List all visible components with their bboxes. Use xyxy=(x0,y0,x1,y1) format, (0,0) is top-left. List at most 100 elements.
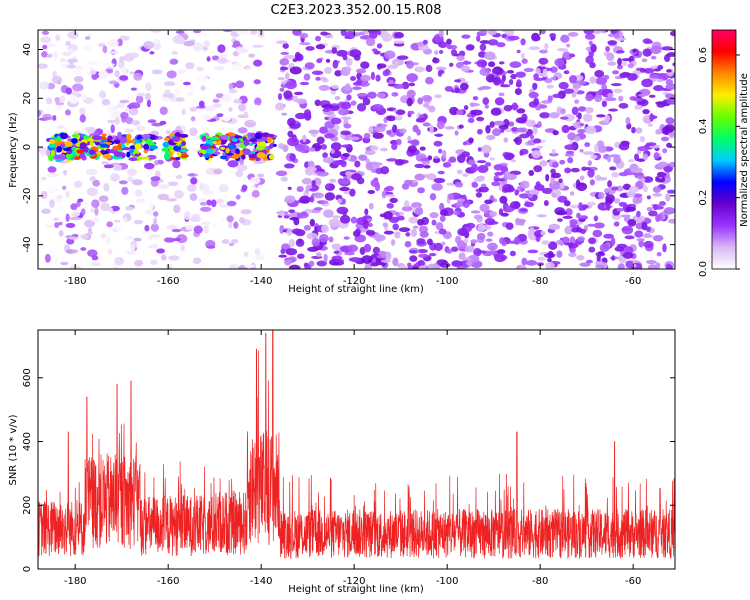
heatmap-cell xyxy=(181,108,186,116)
heatmap-cell xyxy=(360,61,370,69)
heatmap-cell xyxy=(275,40,288,45)
heatmap-cell xyxy=(511,102,518,111)
heatmap-cell-band xyxy=(168,143,173,151)
heatmap-cell xyxy=(199,201,208,206)
heatmap-cell xyxy=(54,96,60,104)
heatmap-cell xyxy=(482,97,490,106)
heatmap-cell xyxy=(427,155,433,160)
heatmap-cell xyxy=(304,62,315,70)
heatmap-cell xyxy=(368,31,378,40)
heatmap-cell xyxy=(216,57,228,64)
heatmap-cell xyxy=(499,237,505,245)
heatmap-cell xyxy=(289,66,302,75)
heatmap-cell xyxy=(41,30,50,35)
heatmap-cell xyxy=(189,193,198,201)
heatmap-cell xyxy=(585,259,594,264)
heatmap-cell xyxy=(463,60,469,65)
heatmap-cell xyxy=(384,68,391,76)
heatmap-cell xyxy=(128,108,139,116)
heatmap-cell xyxy=(239,216,245,224)
heatmap-cell xyxy=(557,218,563,222)
heatmap-cell xyxy=(289,153,296,162)
heatmap-cell xyxy=(646,207,653,212)
heatmap-cell xyxy=(614,246,625,252)
heatmap-cell-band xyxy=(134,143,142,150)
heatmap-cell xyxy=(345,171,353,177)
heatmap-cell xyxy=(235,170,244,178)
heatmap-cell xyxy=(319,126,328,134)
heatmap-cell xyxy=(607,33,615,38)
heatmap-cell xyxy=(393,84,405,89)
heatmap-cell xyxy=(504,30,515,37)
heatmap-cell-band xyxy=(54,154,65,160)
heatmap-cell xyxy=(469,102,476,108)
heatmap-cell xyxy=(39,81,49,90)
heatmap-cell xyxy=(666,189,675,194)
heatmap-cell xyxy=(540,230,546,236)
heatmap-cell xyxy=(330,117,342,125)
heatmap-cell xyxy=(325,58,331,63)
heatmap-cell xyxy=(607,155,612,163)
heatmap-cell xyxy=(322,108,331,112)
heatmap-cell xyxy=(462,141,467,146)
heatmap-cell xyxy=(71,90,79,97)
heatmap-cell xyxy=(382,222,389,228)
heatmap-cell xyxy=(535,68,541,75)
heatmap-cell xyxy=(605,202,611,211)
heatmap-cell xyxy=(634,104,643,110)
heatmap-cell xyxy=(236,30,248,36)
heatmap-cell xyxy=(133,219,144,225)
heatmap-cell xyxy=(114,256,125,266)
heatmap-cell xyxy=(404,240,412,248)
heatmap-cell xyxy=(417,249,428,254)
heatmap-cell xyxy=(282,144,289,153)
heatmap-cell xyxy=(371,162,383,167)
heatmap-cell xyxy=(66,64,77,69)
heatmap-cell xyxy=(334,70,342,77)
heatmap-cell xyxy=(313,207,323,211)
heatmap-cell xyxy=(133,259,144,267)
heatmap-cell xyxy=(489,157,495,161)
heatmap-cell xyxy=(168,65,180,72)
heatmap-cell xyxy=(365,161,373,171)
heatmap-cell xyxy=(248,53,256,58)
heatmap-cell xyxy=(149,51,155,55)
heatmap-cell xyxy=(490,107,502,116)
heatmap-cell xyxy=(555,210,568,216)
heatmap-cell xyxy=(650,55,657,60)
heatmap-cell xyxy=(302,134,307,143)
heatmap-cell xyxy=(377,92,386,98)
heatmap-cell xyxy=(508,78,514,85)
heatmap-frame xyxy=(37,29,676,270)
heatmap-cell xyxy=(156,248,165,254)
heatmap-cell xyxy=(49,199,55,208)
heatmap-cell xyxy=(527,249,539,254)
heatmap-cell xyxy=(177,69,187,74)
heatmap-cell xyxy=(391,92,399,97)
heatmap-cell xyxy=(609,166,617,171)
heatmap-cell xyxy=(588,237,597,245)
heatmap-cell xyxy=(569,74,578,84)
heatmap-cell xyxy=(287,186,292,190)
heatmap-cell xyxy=(521,58,528,64)
heatmap-cell xyxy=(65,190,70,198)
heatmap-cell xyxy=(479,68,491,76)
heatmap-cell xyxy=(481,144,492,154)
heatmap-cell xyxy=(399,265,408,269)
heatmap-cell xyxy=(346,175,352,180)
heatmap-cell xyxy=(124,205,134,211)
heatmap-cell xyxy=(656,171,667,178)
heatmap-cell xyxy=(75,65,84,70)
heatmap-cell xyxy=(639,135,645,143)
heatmap-cell xyxy=(279,87,285,92)
heatmap-cell xyxy=(645,226,651,232)
heatmap-cell xyxy=(38,110,42,117)
heatmap-cell xyxy=(331,47,338,54)
heatmap-cell xyxy=(589,179,595,186)
heatmap-cell xyxy=(386,202,394,209)
heatmap-cell xyxy=(401,205,413,212)
heatmap-cell-band xyxy=(248,138,258,143)
heatmap-cell xyxy=(618,171,629,177)
heatmap-cell xyxy=(486,242,498,251)
heatmap-cell xyxy=(622,60,627,67)
